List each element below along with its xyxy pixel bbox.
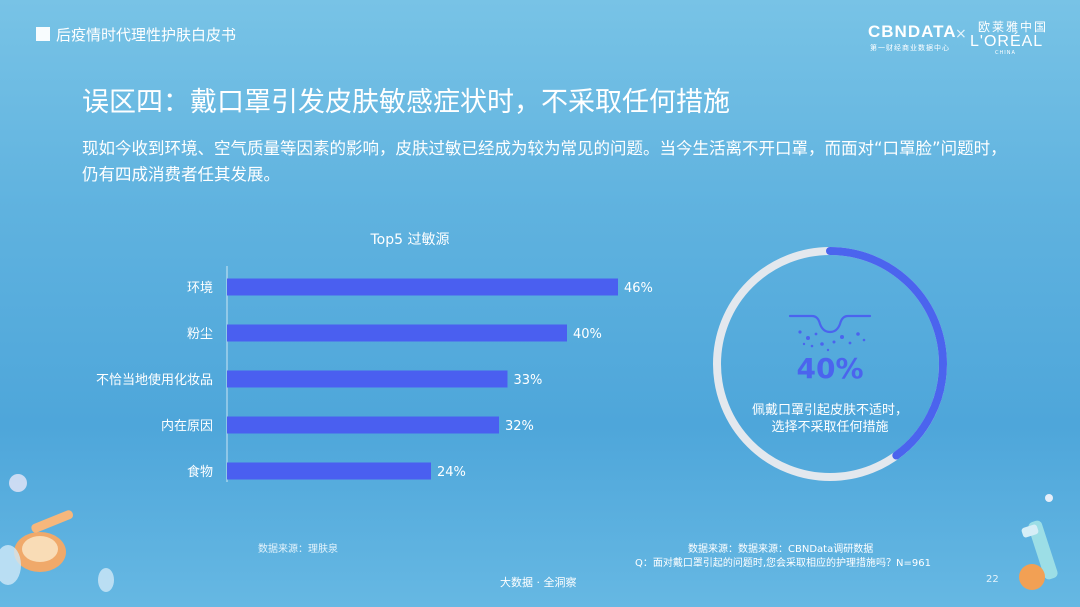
bar: [227, 370, 508, 388]
category-label: 内在原因: [161, 418, 213, 434]
bar-chart-title: Top5 过敏源: [370, 232, 450, 248]
bar: [227, 416, 499, 434]
page-number: 22: [986, 574, 999, 585]
category-label: 粉尘: [187, 327, 213, 342]
cbndata-logo-subtitle: 第一财经商业数据中心: [870, 44, 950, 52]
loreal-logo: L'ORÉAL: [970, 33, 1044, 50]
header-square-icon: [36, 27, 50, 41]
page-title: 误区四：戴口罩引发皮肤敏感症状时，不采取任何措施: [82, 87, 730, 118]
cream-jar-icon: [0, 510, 114, 592]
logo-separator: ×: [955, 26, 967, 42]
report-title: 后疫情时代理性护肤白皮书: [56, 26, 237, 44]
ring-chart-svg: [713, 247, 947, 481]
ring-caption-line-2: 选择不采取任何措施: [771, 420, 889, 435]
skin-icon: [788, 314, 872, 334]
page-description: 现如今收到环境、空气质量等因素的影响，皮肤过敏已经成为较为常见的问题。当今生活离…: [82, 139, 1007, 184]
ring-caption-line-1: 佩戴口罩引起皮肤不适时，: [751, 403, 908, 418]
category-label: 环境: [187, 281, 213, 296]
value-label: 24%: [437, 465, 466, 480]
allergen-bar-chart: 环境 46% 粉尘 40% 不恰当地使用化妆品 33% 内在原因 32% 食物 24%: [96, 278, 653, 480]
category-label: 食物: [187, 464, 213, 480]
value-label: 40%: [573, 327, 602, 342]
serum-bottle-icon: [1019, 520, 1058, 590]
value-label: 33%: [514, 373, 543, 388]
footer-slogan: 大数据 · 全洞察: [500, 576, 577, 589]
loreal-logo-chinese: 欧莱雅中国: [978, 20, 1049, 34]
particles-icon: [798, 330, 866, 352]
ring-caption: 佩戴口罩引起皮肤不适时， 选择不采取任何措施: [742, 402, 918, 436]
survey-source: 数据来源：数据来源：CBNData调研数据: [688, 544, 874, 555]
bar: [227, 324, 567, 342]
bubble-icon: [9, 474, 27, 492]
ring-chart: [712, 244, 952, 484]
ring-highlight-arc: [713, 247, 947, 481]
bubble-icon: [1045, 494, 1053, 502]
bar: [227, 462, 431, 480]
bar: [227, 278, 618, 296]
loreal-logo-subtitle: CHINA: [995, 50, 1016, 56]
category-label: 不恰当地使用化妆品: [96, 372, 213, 388]
bar-chart-source: 数据来源：理肤泉: [258, 544, 338, 555]
value-label: 32%: [505, 419, 534, 434]
cbndata-logo: CBNDATA: [868, 22, 957, 41]
ring-value-label: 40%: [796, 352, 864, 385]
value-label: 46%: [624, 281, 653, 296]
survey-question: Q：面对戴口罩引起的问题时,您会采取相应的护理措施吗？N=961: [635, 558, 931, 569]
